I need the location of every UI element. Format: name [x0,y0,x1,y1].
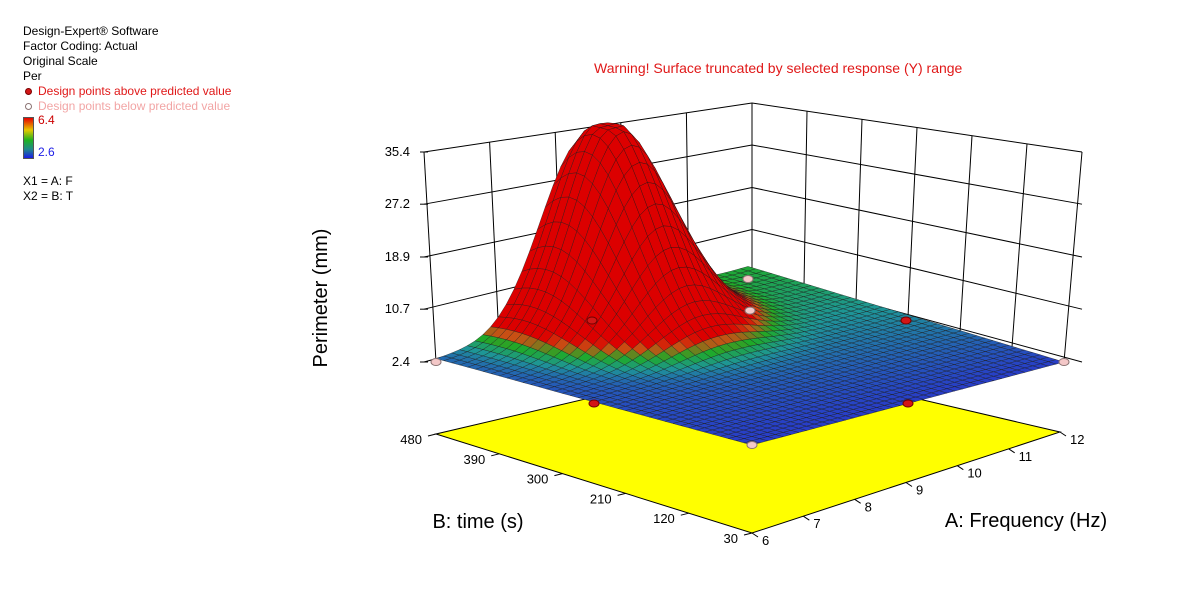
colorbar-min-label: 2.6 [38,145,55,159]
x-tick-mark [803,515,810,521]
x-tick-label: 11 [1019,449,1033,464]
software-label: Design-Expert® Software [23,24,159,38]
design-point-below [1058,358,1070,366]
y-axis-title: B: time (s) [432,511,523,533]
x-tick-label: 12 [1070,432,1084,447]
left-wall-gridline [423,102,753,153]
y-tick-mark [743,532,753,536]
y-tick-mark [427,433,437,437]
z-axis-title: Perimeter (mm) [310,229,332,368]
x-tick-mark [1008,448,1015,454]
z-tick-label: 18.9 [385,249,410,264]
response-label: Per [23,69,42,83]
design-point-below [430,358,442,366]
z-tick-label: 27.2 [385,196,410,211]
response-surface [435,122,1065,446]
x-tick-label: 7 [813,516,820,531]
design-point-below [744,306,756,315]
y-tick-mark [554,473,563,477]
y-tick-label: 300 [527,472,549,487]
x-tick-label: 6 [762,533,769,548]
design-point-below [742,275,754,283]
info-panel: Design-Expert® Software Factor Coding: A… [23,24,231,114]
z-tick-label: 2.4 [392,354,410,369]
y-tick-label: 30 [724,531,738,546]
x-axis-title: A: Frequency (Hz) [945,510,1107,532]
y-tick-mark [491,453,500,457]
z-tick-label: 10.7 [385,301,410,316]
design-point-above [900,316,912,325]
left-wall-vertical [489,142,500,345]
axis-labels: 2.4 10.7 18.9 27.2 35.4 30 120 210 300 390 480 6 7 8 9… [310,144,1107,548]
y-tick-label: 210 [590,491,612,506]
right-wall-vertical [1063,151,1083,363]
x-tick-label: 9 [916,483,923,498]
legend-below-label: Design points below predicted value [38,99,231,113]
design-point-above [586,316,598,325]
x-tick-mark [957,465,964,471]
design-point-above [902,399,914,408]
legend-below: Design points below predicted value [23,99,231,114]
right-wall-vertical [907,127,918,318]
factor-x1-label: X1 = A: F [23,174,73,188]
factor-coding-label: Factor Coding: Actual [23,39,138,53]
right-wall-vertical [959,135,973,333]
right-wall-vertical [855,119,863,303]
design-point-above [588,399,600,408]
colorbar-max-label: 6.4 [38,113,55,127]
y-tick-label: 120 [653,511,675,526]
y-tick-mark [617,492,626,496]
colorbar [23,117,34,159]
left-wall-vertical [423,151,437,363]
legend-above-label: Design points above predicted value [38,84,232,98]
right-wall-gridline [751,187,1083,258]
x-tick-label: 10 [967,466,981,481]
design-points [430,275,1070,449]
x-tick-mark [854,498,861,504]
factor-list: X1 = A: F X2 = B: T [23,174,73,204]
right-wall-gridline [751,229,1083,310]
right-wall-vertical [803,111,808,288]
point-below-icon [25,102,32,110]
x-tick-mark [905,482,913,487]
legend-above: Design points above predicted value [23,84,231,99]
y-tick-label: 480 [400,432,422,447]
warning-text: Warning! Surface truncated by selected r… [594,60,963,76]
y-tick-mark [680,512,689,516]
right-wall-vertical [1011,143,1028,348]
x-tick-mark [751,532,759,538]
scale-label: Original Scale [23,54,98,68]
design-point-below [746,441,758,449]
right-wall-gridline [751,144,1083,205]
z-tick-label: 35.4 [385,144,410,159]
point-above-icon [25,87,32,95]
x-tick-mark [1059,431,1067,437]
y-tick-label: 390 [463,452,485,467]
x-tick-label: 8 [865,499,872,514]
factor-x2-label: X2 = B: T [23,189,74,203]
